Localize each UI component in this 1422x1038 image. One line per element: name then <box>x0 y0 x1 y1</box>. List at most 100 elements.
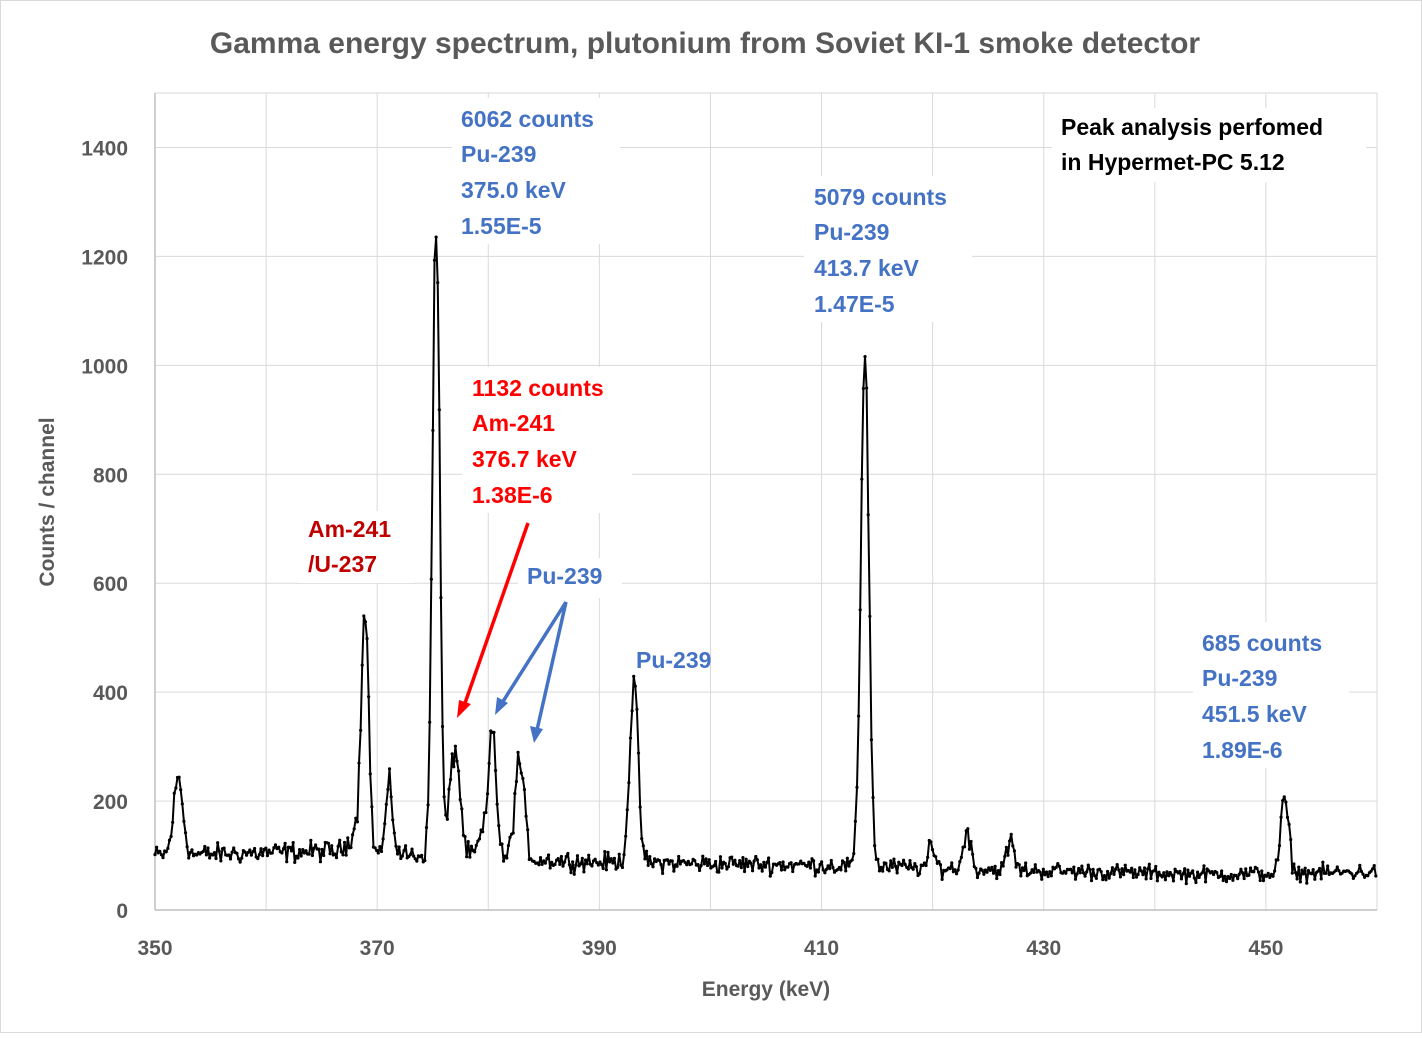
data-point <box>929 840 933 844</box>
data-point <box>1088 868 1092 872</box>
data-point <box>564 854 568 859</box>
data-point <box>381 837 385 841</box>
data-point <box>1009 832 1013 836</box>
annotation-am241-u237: Am-241 /U-237 <box>308 516 391 577</box>
data-point <box>808 866 813 870</box>
data-point <box>1006 853 1010 857</box>
data-point <box>1298 880 1302 884</box>
data-point <box>1118 875 1123 879</box>
data-point <box>1157 870 1161 874</box>
data-point <box>1007 839 1012 843</box>
data-point <box>786 865 790 869</box>
data-point <box>1369 869 1373 873</box>
data-point <box>988 868 992 872</box>
data-point <box>1218 874 1222 879</box>
data-point <box>511 831 515 835</box>
data-point <box>1155 879 1159 883</box>
data-point <box>1112 872 1116 877</box>
data-point <box>447 787 451 791</box>
data-point <box>1033 863 1037 867</box>
data-point <box>1133 868 1137 872</box>
data-point <box>720 866 724 870</box>
annotation-bg-413 <box>804 176 972 322</box>
data-point <box>1372 864 1376 868</box>
data-point <box>617 852 621 856</box>
data-point <box>376 851 380 855</box>
data-point <box>922 861 927 865</box>
data-point <box>768 874 772 878</box>
data-point <box>1271 874 1275 878</box>
data-point <box>1258 878 1262 883</box>
data-point <box>402 848 406 853</box>
data-point <box>230 850 234 854</box>
data-point <box>969 839 973 844</box>
data-point <box>505 856 509 860</box>
data-point <box>754 854 758 859</box>
data-point <box>259 847 263 851</box>
data-point <box>741 856 745 860</box>
data-point <box>513 791 517 796</box>
data-point <box>174 786 178 790</box>
data-point <box>759 863 763 867</box>
data-point <box>1099 869 1103 874</box>
data-point <box>632 674 636 678</box>
data-point <box>950 861 954 865</box>
data-point <box>493 768 498 773</box>
data-point <box>235 851 239 855</box>
data-point <box>1195 870 1200 874</box>
y-tick-label: 1000 <box>81 355 128 378</box>
data-point <box>379 849 384 854</box>
data-point <box>177 775 181 779</box>
data-point <box>277 845 281 849</box>
data-point <box>1080 864 1084 868</box>
data-point <box>921 863 925 868</box>
ann-pu239-393: Pu-239 <box>636 647 711 673</box>
data-point <box>635 707 639 711</box>
data-point <box>1093 874 1097 878</box>
data-point <box>572 872 576 876</box>
data-point <box>609 857 613 861</box>
data-point <box>1290 871 1294 875</box>
data-point <box>1011 844 1015 848</box>
data-point <box>1316 869 1320 873</box>
ann-375-line-1: 6062 counts <box>461 106 594 132</box>
data-point <box>518 762 522 766</box>
data-point <box>185 845 189 849</box>
data-point <box>982 872 986 876</box>
data-point <box>1167 874 1171 878</box>
data-point <box>996 869 1000 873</box>
y-tick-label: 400 <box>93 682 128 705</box>
data-point <box>620 865 625 870</box>
data-point <box>604 868 608 872</box>
data-point <box>583 858 588 862</box>
data-point <box>723 861 727 866</box>
data-point <box>983 868 988 872</box>
data-point <box>717 870 721 874</box>
data-point <box>966 827 970 831</box>
data-point <box>1223 874 1227 878</box>
data-point <box>179 788 183 792</box>
data-point <box>608 860 612 864</box>
data-point <box>686 859 690 863</box>
ann-451-line-1: 685 counts <box>1202 630 1322 656</box>
data-point <box>428 720 432 724</box>
data-point <box>1359 869 1363 873</box>
ann-369-line-2: /U-237 <box>308 551 377 577</box>
data-point <box>1282 795 1286 799</box>
pu239-arrowhead-right <box>530 726 543 743</box>
data-point <box>550 860 554 864</box>
ann-413-line-4: 1.47E-5 <box>814 291 895 317</box>
data-point <box>638 805 642 809</box>
data-point <box>397 845 401 849</box>
data-point <box>930 848 935 852</box>
data-point <box>243 850 247 854</box>
data-point <box>436 281 440 285</box>
data-point <box>1138 866 1142 870</box>
data-point <box>214 856 218 861</box>
data-point <box>887 869 891 873</box>
data-point <box>203 844 207 849</box>
data-point <box>299 854 303 858</box>
data-point <box>985 870 989 874</box>
data-point <box>307 852 311 856</box>
data-point <box>1123 863 1127 867</box>
